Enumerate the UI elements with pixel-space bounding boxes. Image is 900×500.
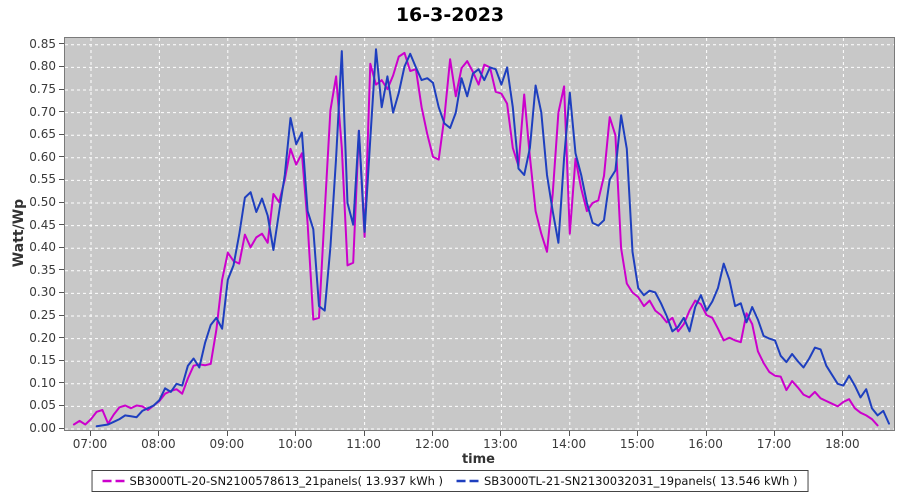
x-tick-label: 14:00 [551,437,587,451]
y-tick-label: 0.35 [29,262,56,277]
y-tick-label: 0.50 [29,195,56,209]
legend-swatch-icon [457,479,479,483]
y-tickmark [59,178,64,180]
y-tickmark [59,156,64,158]
y-tick-label: 0.05 [29,398,56,413]
y-tickmark [59,427,64,429]
x-tick-label: 08:00 [141,437,176,451]
y-tickmark [59,111,64,113]
y-tickmark [59,404,64,406]
y-tickmark [59,201,64,203]
x-tick-label: 18:00 [825,437,860,451]
legend-swatch-icon [102,479,125,483]
y-tickmark [59,65,64,67]
x-tick-label: 09:00 [209,437,245,451]
plot-canvas [65,38,894,430]
y-tickmark [59,88,64,90]
y-axis-label: Watt/Wp [11,198,27,268]
x-tickmark [500,431,502,436]
x-tick-label: 16:00 [688,437,723,451]
x-tick-label: 15:00 [619,437,655,451]
x-tick-label: 12:00 [414,437,450,451]
y-tick-label: 0.10 [29,375,56,390]
y-tick-label: 0.80 [29,59,56,74]
y-tick-label: 0.65 [29,127,56,142]
chart-title: 16-3-2023 [395,4,505,26]
y-tick-label: 0.15 [29,353,56,368]
y-tick-label: 0.30 [29,285,56,300]
y-tick-label: 0.45 [29,217,56,232]
x-tick-label: 11:00 [346,437,381,451]
x-tick-label: 13:00 [483,437,518,451]
y-tick-label: 0.55 [29,172,56,187]
y-tick-label: 0.00 [29,421,56,435]
y-tickmark [59,382,64,384]
x-tickmark [363,431,365,436]
y-tickmark [59,133,64,135]
x-tick-label: 10:00 [277,437,313,451]
x-tickmark [842,431,844,436]
y-tick-label: 0.60 [29,149,56,164]
y-tick-label: 0.70 [29,104,56,119]
legend-item-2: SB3000TL-21-SN2130032031_19panels( 13.54… [457,474,797,488]
y-tickmark [59,314,64,316]
y-tickmark [59,43,64,45]
x-tick-label: 07:00 [72,437,108,451]
y-tickmark [59,291,64,293]
x-tickmark [90,431,91,436]
y-tick-label: 0.20 [29,330,56,345]
y-tick-label: 0.85 [29,36,56,51]
x-axis-label: time [461,452,496,467]
y-tick-label: 0.75 [29,82,56,96]
legend-label: SB3000TL-20-SN2100578613_21panels( 13.93… [129,474,443,488]
x-tickmark [774,431,775,436]
series-line-2 [95,48,890,428]
x-tick-label: 17:00 [756,437,792,451]
y-tickmark [59,359,64,361]
x-tickmark [432,431,433,436]
y-tick-label: 0.40 [29,240,56,255]
y-tickmark [59,269,64,271]
legend-label: SB3000TL-21-SN2130032031_19panels( 13.54… [484,474,798,488]
x-tickmark [568,431,570,436]
series-line-1 [72,51,879,427]
x-tickmark [226,431,228,436]
x-tickmark [158,431,160,436]
legend-item-1: SB3000TL-20-SN2100578613_21panels( 13.93… [102,474,443,488]
x-tickmark [637,431,639,436]
y-tickmark [59,337,64,339]
plot-area[interactable] [64,37,895,431]
x-tickmark [705,431,707,436]
y-tickmark [59,246,64,248]
x-tickmark [295,431,297,436]
y-tickmark [59,224,64,226]
y-tick-label: 0.25 [29,308,56,322]
legend: SB3000TL-20-SN2100578613_21panels( 13.93… [91,470,809,492]
